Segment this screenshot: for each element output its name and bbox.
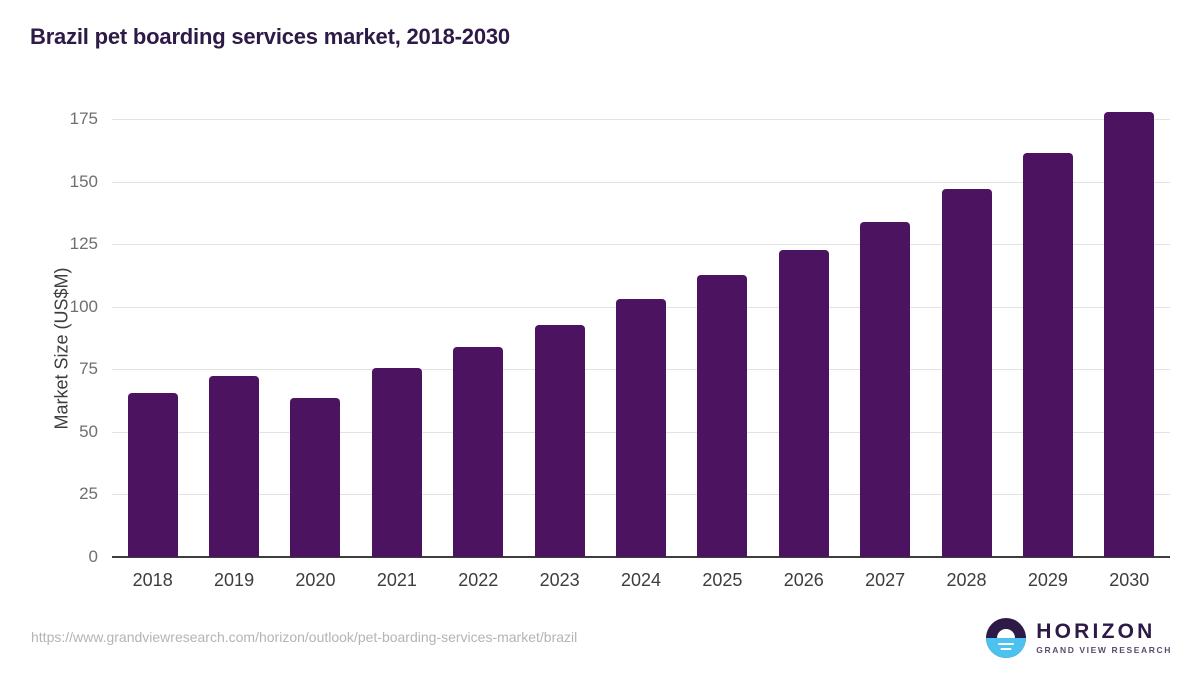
bar-2021[interactable]	[371, 367, 422, 557]
logo-tagline: GRAND VIEW RESEARCH	[1036, 645, 1172, 656]
logo-text: HORIZON GRAND VIEW RESEARCH	[1036, 621, 1172, 655]
x-axis-tick-label-2019: 2019	[214, 570, 255, 590]
x-axis-tick-label-2018: 2018	[132, 570, 173, 590]
y-axis-tick-label: 125	[69, 234, 98, 253]
y-axis-tick-label: 0	[88, 546, 98, 566]
x-axis-tick-label-2024: 2024	[620, 570, 662, 590]
bar-2028[interactable]	[941, 189, 992, 557]
source-url[interactable]: https://www.grandviewresearch.com/horizo…	[31, 629, 578, 645]
horizon-sun-over-water-icon	[986, 618, 1027, 658]
gridline	[112, 181, 1170, 183]
x-axis-tick-label-2022: 2022	[458, 570, 499, 590]
x-axis-tick-label-2025: 2025	[702, 570, 743, 590]
y-axis-tick-label: 150	[69, 171, 98, 191]
bar-2019[interactable]	[209, 376, 260, 557]
x-axis-tick-label-2026: 2026	[783, 570, 824, 590]
x-axis-tick-label-2023: 2023	[539, 570, 580, 590]
bar-2018[interactable]	[127, 393, 178, 557]
x-axis-tick-label-2030: 2030	[1109, 570, 1150, 590]
bar-2029[interactable]	[1022, 152, 1073, 557]
bar-2020[interactable]	[290, 397, 341, 557]
x-axis-line	[112, 556, 1170, 558]
bar-2030[interactable]	[1104, 111, 1155, 557]
y-axis-tick-label: 25	[79, 484, 98, 503]
gridline	[112, 119, 1170, 120]
logo-ray-lower	[1000, 648, 1012, 650]
y-axis-tick-label: 100	[69, 296, 98, 316]
y-axis-ticks: 0 25 50 75 100 125 150 175	[28, 0, 100, 675]
x-axis-tick-label-2021: 2021	[376, 570, 417, 590]
y-axis-tick-label: 50	[79, 421, 98, 441]
logo-sun-shape	[997, 629, 1016, 638]
y-axis-tick-label: 175	[69, 109, 98, 128]
bar-2027[interactable]	[860, 222, 911, 557]
y-axis-tick-label: 75	[79, 359, 98, 378]
gridline	[112, 244, 1170, 245]
x-axis-tick-label-2029: 2029	[1027, 570, 1068, 590]
logo-ray-upper	[998, 643, 1015, 645]
logo-brand-name: HORIZON	[1036, 620, 1156, 644]
horizon-logo: HORIZON GRAND VIEW RESEARCH	[986, 615, 1172, 661]
x-axis-tick-label-2027: 2027	[865, 570, 906, 590]
bar-2023[interactable]	[534, 324, 585, 557]
bar-2025[interactable]	[697, 275, 748, 557]
x-axis-tick-label-2020: 2020	[295, 570, 336, 590]
bar-2022[interactable]	[453, 347, 504, 557]
x-axis-tick-label-2028: 2028	[946, 570, 987, 590]
bar-2026[interactable]	[778, 249, 829, 557]
page-title: Brazil pet boarding services market, 201…	[30, 24, 510, 49]
bar-2024[interactable]	[616, 299, 666, 557]
